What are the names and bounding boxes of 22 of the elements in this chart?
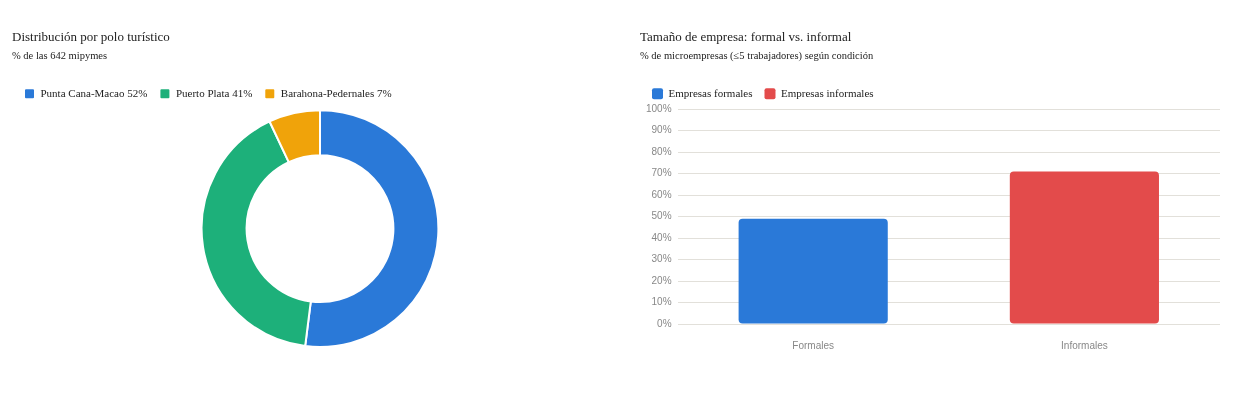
y-tick-label: 30%: [651, 253, 672, 265]
legend-label: Empresas formales: [668, 86, 753, 99]
x-tick-label: Informales: [1061, 339, 1108, 351]
y-tick-label: 90%: [651, 124, 672, 136]
y-tick-label: 100%: [646, 102, 672, 114]
y-tick-label: 40%: [651, 231, 672, 243]
y-tick-label: 50%: [651, 210, 672, 222]
legend-label: Puerto Plata 41%: [175, 86, 253, 99]
y-tick-label: 10%: [651, 296, 672, 308]
chart-subtitle: % de microempresas (≤5 trabajadores) según condición: [640, 49, 874, 62]
legend-label: Empresas informales: [781, 86, 874, 99]
y-tick-label: 60%: [651, 188, 672, 200]
y-tick-label: 80%: [651, 145, 672, 157]
y-tick-label: 70%: [651, 167, 672, 179]
x-tick-label: Formales: [792, 339, 835, 351]
chart-subtitle: % de las 642 mipymes: [12, 49, 108, 61]
legend-label: Barahona-Pedernales 7%: [280, 86, 392, 99]
chart-title: Distribución por polo turístico: [12, 29, 170, 45]
legend-label: Punta Cana-Macao 52%: [40, 86, 148, 99]
chart-title: Tamaño de empresa: formal vs. informal: [640, 29, 852, 45]
y-tick-label: 20%: [651, 274, 672, 286]
y-tick-label: 0%: [657, 317, 672, 329]
